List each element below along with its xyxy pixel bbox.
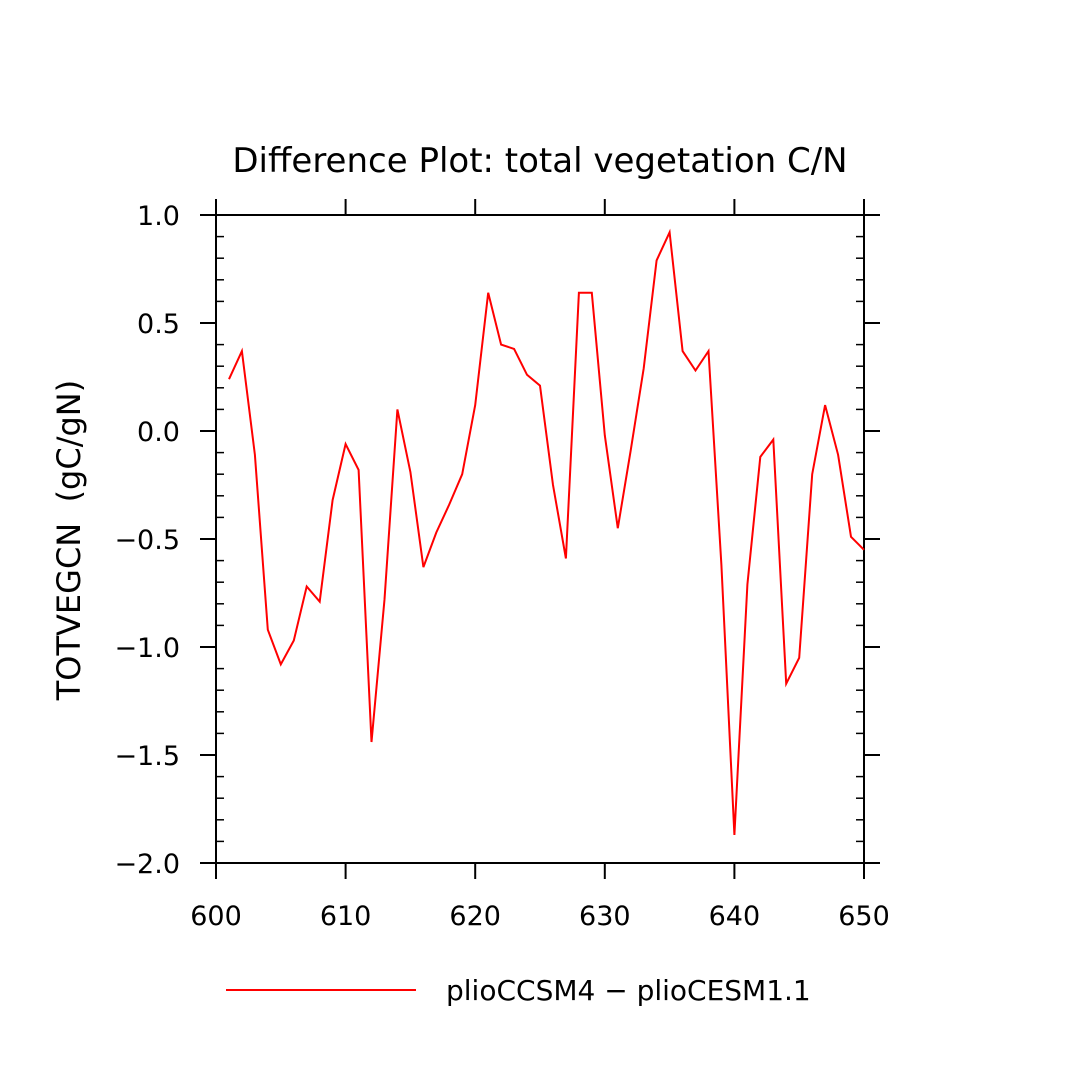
y-tick-label: 1.0 <box>137 201 180 232</box>
legend: plioCCSM4 − plioCESM1.1 <box>226 974 811 1007</box>
plot-frame <box>215 214 865 864</box>
x-tick-label: 620 <box>449 901 501 932</box>
x-tick-label: 610 <box>320 901 372 932</box>
x-tick-label: 630 <box>579 901 631 932</box>
y-tick-label: −1.0 <box>114 633 180 664</box>
x-axis-tick-labels: 600 610 620 630 640 650 <box>190 901 890 932</box>
x-tick-label: 600 <box>190 901 242 932</box>
chart-title: Difference Plot: total vegetation C/N <box>232 141 847 181</box>
x-tick-label: 650 <box>838 901 890 932</box>
y-axis-ticks <box>200 214 880 864</box>
legend-label: plioCCSM4 − plioCESM1.1 <box>446 974 811 1007</box>
y-tick-label: −1.5 <box>114 741 180 772</box>
x-axis-ticks <box>215 199 865 879</box>
y-axis-label: TOTVEGCN (gC/gN) <box>50 380 88 701</box>
y-tick-label: 0.5 <box>137 309 180 340</box>
y-tick-label: −2.0 <box>114 849 180 880</box>
x-tick-label: 640 <box>709 901 761 932</box>
series-line-0 <box>228 228 865 835</box>
y-axis-tick-labels: 1.0 0.5 0.0 −0.5 −1.0 −1.5 −2.0 <box>114 201 180 880</box>
y-tick-label: −0.5 <box>114 525 180 556</box>
y-tick-label: 0.0 <box>137 417 180 448</box>
series-group <box>228 228 865 835</box>
